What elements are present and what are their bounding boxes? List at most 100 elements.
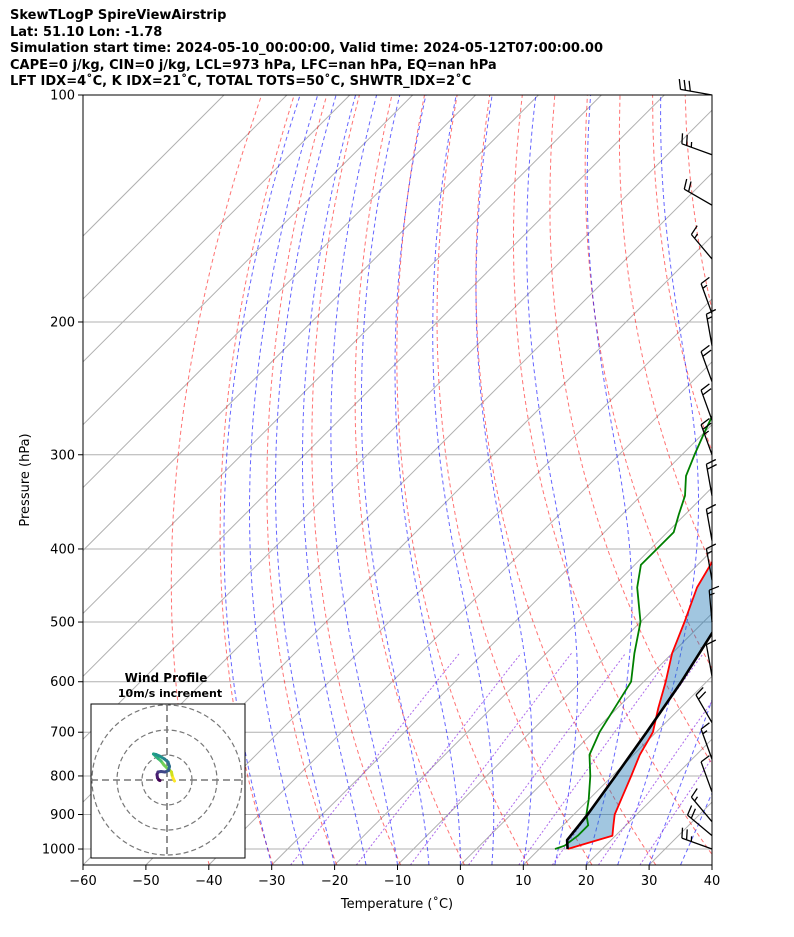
profiles [554, 414, 712, 850]
wind-barb [700, 417, 713, 455]
isotherm-line [83, 95, 288, 300]
mixing-ratio-line [290, 652, 460, 865]
isotherm-line [83, 95, 602, 615]
hodograph-inset: Wind Profile 10m/s increment [90, 671, 246, 859]
mixing-ratio-line [355, 652, 522, 865]
moist-adiabat [648, 698, 712, 865]
isotherm-line [648, 801, 712, 865]
wind-barb [705, 308, 717, 346]
inset-subtitle: 10m/s increment [118, 687, 222, 700]
moist-adiabat [223, 95, 301, 865]
x-tick-label: −50 [132, 874, 159, 889]
moist-adiabat [475, 95, 533, 865]
wind-barb [681, 133, 713, 156]
dry-adiabat [311, 95, 402, 865]
wind-barb [700, 276, 713, 314]
isotherm-line [397, 549, 712, 865]
isotherm-line [271, 423, 712, 865]
dry-adiabat [396, 95, 529, 865]
dry-adiabat [750, 95, 794, 865]
moist-adiabat [302, 95, 367, 865]
wind-barb [705, 458, 717, 496]
isotherm-line [775, 95, 794, 865]
isotherm-line [83, 95, 476, 489]
isotherm-line [145, 298, 712, 865]
moist-adiabat [394, 95, 461, 865]
parcel-profile [565, 630, 712, 850]
index-line: LFT IDX=4˚C, K IDX=21˚C, TOTAL TOTS=50˚C… [10, 74, 472, 89]
time-line: Simulation start time: 2024-05-10_00:00:… [10, 41, 603, 56]
y-tick-label: 900 [50, 808, 75, 823]
x-tick-label: −60 [69, 874, 96, 889]
isotherm-line [208, 361, 712, 865]
axes: −60 −50 −40 −30 −20 −10 0 10 20 30 40 1000 900 800 700… [42, 89, 720, 890]
dry-adiabat [219, 95, 295, 865]
wind-barb [700, 755, 713, 793]
x-tick-label: 40 [704, 874, 721, 889]
y-tick-label: 400 [50, 542, 75, 557]
x-tick-label: 10 [515, 874, 532, 889]
isotherm-line [711, 864, 712, 865]
y-axis-label: Pressure (hPa) [18, 433, 33, 526]
wind-barb [678, 79, 713, 96]
wind-barb [686, 805, 713, 837]
x-tick-label: 20 [578, 874, 595, 889]
mixing-ratio-line [468, 653, 627, 865]
isotherm-line [83, 95, 225, 237]
wind-barb [700, 722, 713, 760]
temperature-profile [567, 560, 712, 850]
dry-adiabat [354, 95, 465, 865]
dry-adiabat [436, 95, 593, 865]
y-tick-label: 800 [50, 769, 75, 784]
mixing-ratio-line [409, 652, 572, 865]
mixing-ratio-line [518, 653, 673, 865]
x-tick-label: −10 [384, 874, 411, 889]
isotherm-line [334, 486, 712, 865]
wind-barb [683, 178, 713, 206]
dry-adiabat [266, 95, 338, 865]
location-line: Lat: 51.10 Lon: -1.78 [10, 24, 163, 40]
moist-adiabat [526, 95, 578, 865]
dry-adiabat [584, 95, 712, 670]
moist-adiabat [585, 95, 633, 865]
dry-adiabat [475, 95, 657, 865]
y-tick-label: 1000 [42, 843, 75, 858]
moist-adiabat [330, 95, 398, 865]
wind-barb [690, 225, 713, 260]
wind-barb [705, 503, 717, 541]
mixing-ratio-line [639, 757, 712, 865]
dry-adiabat [783, 95, 794, 865]
dry-adiabat [549, 95, 712, 765]
isotherm-line [83, 95, 351, 363]
dry-adiabat [170, 95, 263, 865]
x-tick-label: −20 [321, 874, 348, 889]
isotherm-line [83, 95, 665, 678]
moist-adiabat [249, 95, 319, 865]
x-tick-label: 30 [641, 874, 658, 889]
wind-barb [690, 788, 713, 823]
dry-adiabat [718, 95, 794, 865]
hodograph-segment [157, 778, 162, 782]
isotherm-line [522, 675, 712, 865]
isotherm-line [83, 109, 712, 740]
wind-barb [705, 543, 717, 581]
cape-cin-shading [567, 562, 712, 849]
isotherm-line [83, 95, 414, 426]
chart-header: SkewTLogP SpireViewAirstrip Lat: 51.10 L… [10, 8, 603, 91]
x-tick-label: 0 [456, 874, 464, 889]
inset-title: Wind Profile [125, 671, 208, 685]
moist-adiabat [275, 95, 337, 865]
x-tick-label: −30 [258, 874, 285, 889]
isotherm-line [585, 738, 712, 865]
isotherm-line [460, 612, 712, 865]
y-tick-label: 600 [50, 675, 75, 690]
moist-adiabat [361, 95, 430, 865]
y-tick-label: 700 [50, 726, 75, 741]
moist-adiabat [617, 95, 699, 865]
wind-barb [705, 639, 717, 677]
dry-adiabat [618, 95, 712, 568]
dry-adiabat [652, 95, 712, 453]
background-lines [83, 95, 794, 865]
inset-frame [90, 703, 246, 859]
